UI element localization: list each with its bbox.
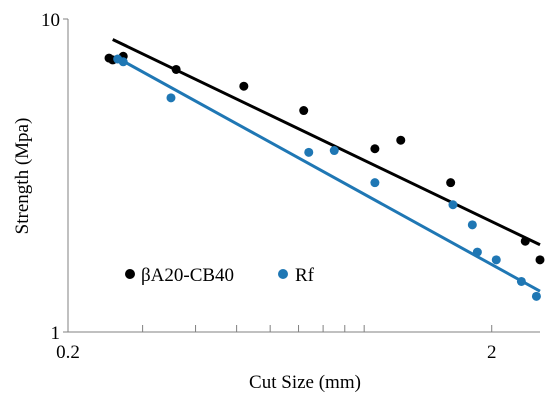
legend-label-series-1: βA20-CB40 [141,265,234,286]
data-point-series-1 [239,81,249,91]
y-tick-labels: 1 10 [41,10,60,344]
trendlines [112,38,541,293]
x-minor-ticks [63,18,493,333]
data-point-series-1 [446,178,456,188]
trendline-series-1 [112,38,541,247]
x-axis-title: Cut Size (mm) [249,372,361,393]
data-point-series-2 [448,200,458,210]
plot-area: 0.2 2 110 [41,10,545,363]
data-points [104,51,545,301]
data-point-series-1 [396,135,406,145]
y-axis-title: Strength (Mpa) [12,118,33,235]
data-point-series-1 [535,255,545,265]
data-point-series-1 [370,144,380,154]
trendline-series-2 [116,56,541,293]
data-point-series-2 [491,255,501,265]
data-point-series-2 [329,146,339,156]
x-tick-labels: 0.2 2 [56,342,496,363]
data-point-series-2 [370,178,380,188]
legend-marker-series-2 [278,269,288,279]
data-point-series-2 [516,276,526,286]
data-point-series-2 [467,220,477,230]
data-point-series-2 [166,93,176,103]
data-point-series-1 [171,64,181,74]
data-point-series-1 [299,106,309,116]
data-point-series-2 [304,147,314,157]
y-tick-label: 10 [41,10,60,31]
legend-label-series-2: Rf [295,265,315,286]
legend-marker-series-1 [125,269,135,279]
x-tick-label: 2 [487,342,497,363]
x-tick-label: 0.2 [56,342,80,363]
legend: βA20-CB40 Rf [125,265,315,286]
y-tick-label: 1 [51,323,61,344]
data-point-series-1 [520,236,530,246]
data-point-series-2 [531,291,541,301]
data-point-series-2 [472,247,482,257]
data-point-series-2 [118,57,128,67]
